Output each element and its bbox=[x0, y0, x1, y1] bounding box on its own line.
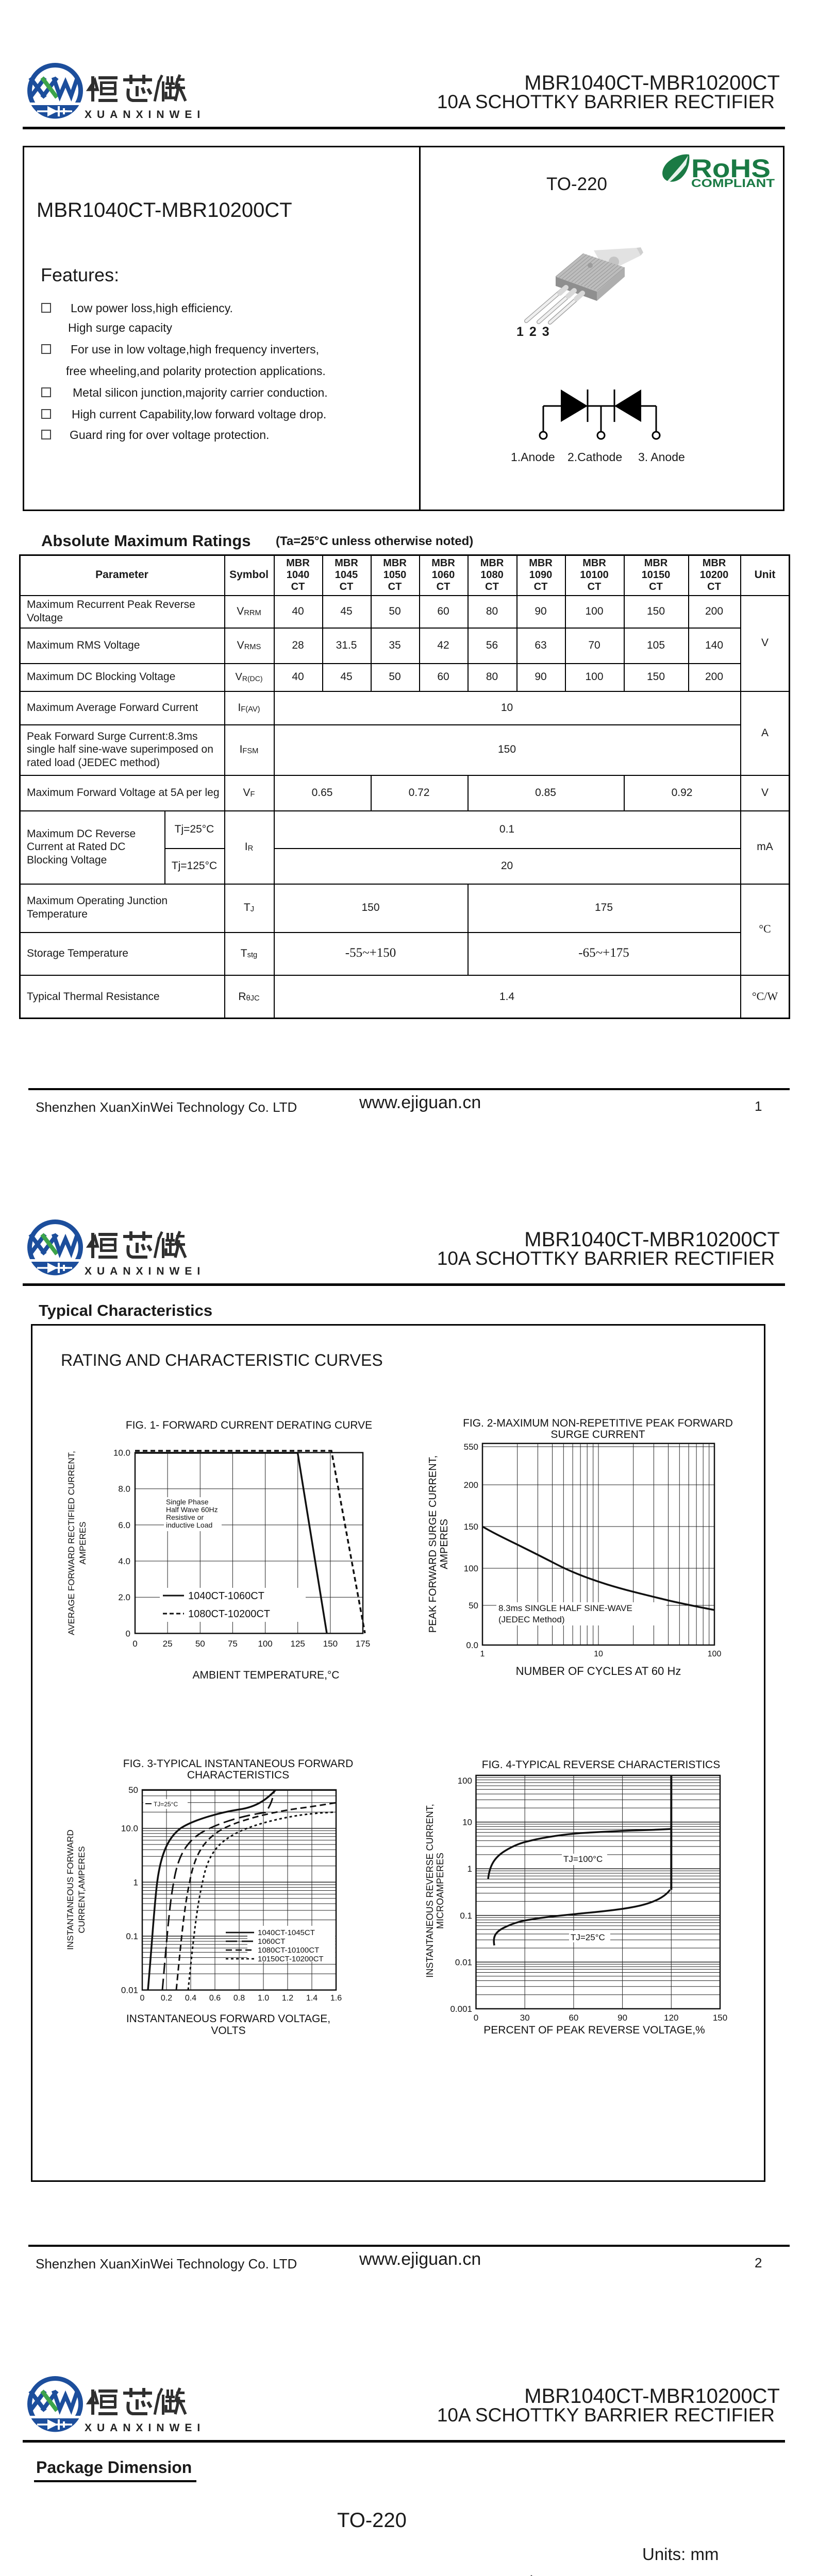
svg-text:INSTANTANEOUS REVERSE CURRENT,: INSTANTANEOUS REVERSE CURRENT, bbox=[425, 1804, 435, 1977]
svg-text:1.4: 1.4 bbox=[306, 1994, 318, 2003]
svg-text:XUANXINWEI: XUANXINWEI bbox=[85, 1265, 205, 1277]
svg-text:NUMBER OF CYCLES AT 60 Hz: NUMBER OF CYCLES AT 60 Hz bbox=[516, 1665, 681, 1677]
svg-text:AMPERES: AMPERES bbox=[78, 1521, 88, 1564]
svg-text:TJ=25°C: TJ=25°C bbox=[154, 1801, 178, 1808]
svg-text:1: 1 bbox=[468, 1864, 472, 1874]
svg-text:Single Phase: Single Phase bbox=[166, 1498, 209, 1506]
svg-text:0.001: 0.001 bbox=[450, 2004, 472, 2014]
svg-text:4.0: 4.0 bbox=[118, 1556, 130, 1566]
svg-text:1.2: 1.2 bbox=[282, 1994, 293, 2003]
svg-text:0.8: 0.8 bbox=[233, 1994, 245, 2003]
svg-text:INSTANTANEOUS FORWARD: INSTANTANEOUS FORWARD bbox=[65, 1829, 75, 1950]
svg-text:CURRENT,AMPERES: CURRENT,AMPERES bbox=[77, 1846, 87, 1933]
svg-text:0: 0 bbox=[474, 2013, 478, 2023]
svg-text:50: 50 bbox=[469, 1601, 478, 1611]
svg-text:MICROAMPERES: MICROAMPERES bbox=[435, 1853, 445, 1929]
svg-text:0.2: 0.2 bbox=[161, 1994, 172, 2003]
svg-text:30: 30 bbox=[520, 2013, 530, 2023]
svg-text:1: 1 bbox=[133, 1877, 138, 1887]
svg-text:INSTANTANEOUS FORWARD VOLTAGE,: INSTANTANEOUS FORWARD VOLTAGE, bbox=[126, 2013, 330, 2025]
svg-text:100: 100 bbox=[258, 1639, 272, 1649]
svg-text:inductive Load: inductive Load bbox=[166, 1521, 212, 1529]
svg-text:10: 10 bbox=[594, 1650, 603, 1658]
svg-text:SURGE CURRENT: SURGE CURRENT bbox=[550, 1429, 645, 1440]
svg-text:PEAK FORWARD SURGE CURRENT,: PEAK FORWARD SURGE CURRENT, bbox=[427, 1455, 439, 1633]
svg-text:0.01: 0.01 bbox=[121, 1986, 138, 1995]
svg-text:CHARACTERISTICS: CHARACTERISTICS bbox=[187, 1769, 289, 1781]
svg-text:25: 25 bbox=[163, 1639, 173, 1649]
svg-text:100: 100 bbox=[464, 1564, 478, 1573]
svg-text:A: A bbox=[528, 2574, 535, 2576]
svg-text:FIG. 3-TYPICAL INSTANTANEOUS F: FIG. 3-TYPICAL INSTANTANEOUS FORWARD bbox=[123, 1758, 354, 1770]
svg-text:0.1: 0.1 bbox=[126, 1931, 138, 1941]
svg-text:FIG. 1- FORWARD CURRENT DERATI: FIG. 1- FORWARD CURRENT DERATING CURVE bbox=[126, 1419, 372, 1431]
svg-text:FIG. 2-MAXIMUM NON-REPETITIVE: FIG. 2-MAXIMUM NON-REPETITIVE PEAK FORWA… bbox=[463, 1417, 733, 1429]
svg-text:FIG. 4-TYPICAL REVERSE CHARACT: FIG. 4-TYPICAL REVERSE CHARACTERISTICS bbox=[482, 1759, 720, 1771]
svg-text:75: 75 bbox=[228, 1639, 238, 1649]
svg-text:Resistive or: Resistive or bbox=[166, 1513, 204, 1521]
svg-text:1: 1 bbox=[480, 1650, 485, 1658]
svg-text:10150CT-10200CT: 10150CT-10200CT bbox=[258, 1955, 324, 1963]
svg-text:8.0: 8.0 bbox=[118, 1484, 130, 1494]
svg-text:1.0: 1.0 bbox=[258, 1994, 269, 2003]
svg-text:150: 150 bbox=[464, 1522, 478, 1532]
svg-text:175: 175 bbox=[356, 1639, 370, 1649]
svg-text:COMPLIANT: COMPLIANT bbox=[691, 177, 775, 190]
svg-text:VOLTS: VOLTS bbox=[211, 2025, 245, 2037]
svg-text:100: 100 bbox=[458, 1776, 472, 1786]
svg-text:(JEDEC Method): (JEDEC Method) bbox=[498, 1615, 564, 1624]
svg-text:120: 120 bbox=[664, 2013, 678, 2023]
svg-text:AMBIENT TEMPERATURE,°C: AMBIENT TEMPERATURE,°C bbox=[193, 1669, 340, 1681]
svg-text:0.01: 0.01 bbox=[455, 1957, 472, 1967]
svg-text:0.0: 0.0 bbox=[466, 1640, 478, 1650]
svg-text:8.3ms SINGLE HALF SINE-WAVE: 8.3ms SINGLE HALF SINE-WAVE bbox=[498, 1603, 632, 1613]
svg-text:0: 0 bbox=[140, 1994, 145, 2003]
svg-text:0.4: 0.4 bbox=[185, 1994, 196, 2003]
svg-text:XUANXINWEI: XUANXINWEI bbox=[85, 2422, 205, 2434]
svg-text:10.0: 10.0 bbox=[121, 1824, 138, 1834]
svg-text:1040CT-1060CT: 1040CT-1060CT bbox=[188, 1590, 264, 1602]
svg-text:10.0: 10.0 bbox=[113, 1448, 130, 1458]
svg-text:60: 60 bbox=[569, 2013, 578, 2023]
svg-text:1.6: 1.6 bbox=[330, 1994, 342, 2003]
svg-text:AMPERES: AMPERES bbox=[439, 1519, 450, 1569]
svg-text:1080CT-10200CT: 1080CT-10200CT bbox=[188, 1608, 270, 1620]
svg-text:50: 50 bbox=[128, 1785, 138, 1795]
svg-text:TJ=100°C: TJ=100°C bbox=[563, 1854, 603, 1864]
svg-text:2.0: 2.0 bbox=[118, 1592, 130, 1602]
svg-text:RoHS: RoHS bbox=[691, 154, 771, 183]
svg-text:XUANXINWEI: XUANXINWEI bbox=[85, 109, 205, 121]
svg-text:200: 200 bbox=[464, 1480, 478, 1490]
svg-text:100: 100 bbox=[708, 1650, 722, 1658]
svg-text:0: 0 bbox=[132, 1639, 137, 1649]
svg-text:150: 150 bbox=[323, 1639, 338, 1649]
svg-text:1080CT-10100CT: 1080CT-10100CT bbox=[258, 1946, 319, 1955]
svg-text:AVERAGE FORWARD RECTIFIED CURR: AVERAGE FORWARD RECTIFIED CURRENT, bbox=[66, 1451, 76, 1635]
svg-text:550: 550 bbox=[464, 1442, 478, 1452]
svg-text:PERCENT OF PEAK REVERSE VOLTAG: PERCENT OF PEAK REVERSE VOLTAGE,% bbox=[483, 2024, 705, 2036]
svg-text:50: 50 bbox=[195, 1639, 205, 1649]
svg-text:90: 90 bbox=[617, 2013, 627, 2023]
svg-text:0.1: 0.1 bbox=[460, 1911, 472, 1921]
svg-text:1060CT: 1060CT bbox=[258, 1937, 285, 1946]
svg-text:6.0: 6.0 bbox=[118, 1520, 130, 1530]
svg-text:Half Wave 60Hz: Half Wave 60Hz bbox=[166, 1505, 218, 1514]
svg-text:150: 150 bbox=[713, 2013, 727, 2023]
svg-text:0.6: 0.6 bbox=[209, 1994, 221, 2003]
svg-text:TJ=25°C: TJ=25°C bbox=[571, 1933, 605, 1942]
svg-text:10: 10 bbox=[462, 1818, 472, 1827]
svg-text:125: 125 bbox=[291, 1639, 305, 1649]
svg-text:0: 0 bbox=[126, 1629, 130, 1638]
svg-text:1040CT-1045CT: 1040CT-1045CT bbox=[258, 1928, 315, 1937]
